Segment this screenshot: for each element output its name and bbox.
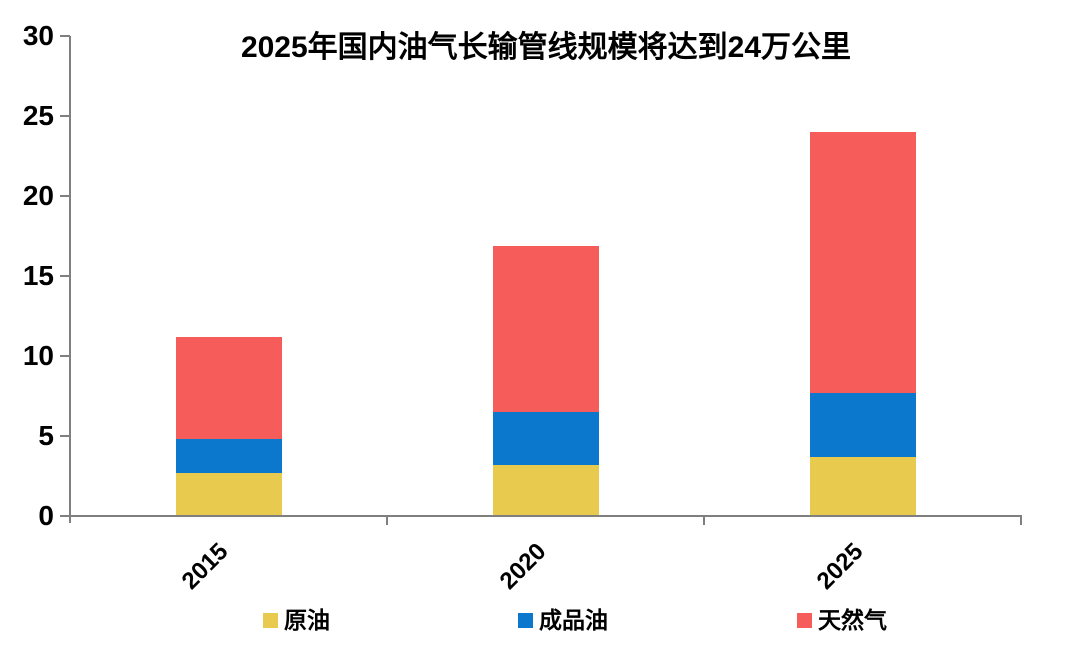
legend-swatch-refined-oil [518,612,533,628]
y-tick-mark [60,275,70,277]
x-tick-mark [703,516,705,525]
y-tick-label: 5 [38,420,54,451]
legend-item-refined-oil: 成品油 [518,605,608,635]
bar-segment-crude-oil-2025 [810,456,917,516]
y-tick-label: 20 [22,180,54,211]
y-tick-mark [60,435,70,437]
x-tick-mark [1020,516,1022,525]
bar-segment-refined-oil-2015 [175,439,282,473]
legend-item-natural-gas: 天然气 [797,605,887,635]
y-tick-mark [60,35,70,37]
bar-segment-refined-oil-2025 [810,392,917,457]
y-tick-mark [60,355,70,357]
x-axis-label-2015: 2015 [176,538,234,595]
legend-label-refined-oil: 成品油 [539,607,608,633]
y-tick-mark [60,515,70,517]
x-axis-label-2020: 2020 [494,538,552,595]
y-tick-label: 0 [38,500,54,531]
bar-group-2015 [175,336,282,516]
y-tick-label: 10 [22,340,54,371]
y-tick-label: 30 [22,20,54,51]
legend-item-crude-oil: 原油 [263,605,330,635]
bar-segment-natural-gas-2025 [810,132,917,393]
bar-group-2025 [810,132,917,516]
x-axis-line [62,515,1022,517]
bar-group-2020 [493,245,599,516]
bar-segment-natural-gas-2020 [493,245,599,412]
bar-segment-natural-gas-2015 [175,336,282,440]
bar-segment-crude-oil-2020 [493,464,599,516]
bar-segment-crude-oil-2015 [175,472,282,516]
legend-swatch-natural-gas [797,612,812,628]
chart-title: 2025年国内油气长输管线规模将达到24万公里 [240,31,852,64]
legend-label-crude-oil: 原油 [284,607,330,633]
legend-swatch-crude-oil [263,612,278,628]
x-tick-mark [386,516,388,525]
y-tick-mark [60,195,70,197]
legend-label-natural-gas: 天然气 [818,607,887,633]
x-axis-label-2025: 2025 [811,538,869,595]
y-axis-line [69,36,71,523]
bar-segment-refined-oil-2020 [493,412,599,465]
y-tick-label: 25 [22,100,54,131]
y-tick-mark [60,115,70,117]
y-tick-label: 15 [22,260,54,291]
